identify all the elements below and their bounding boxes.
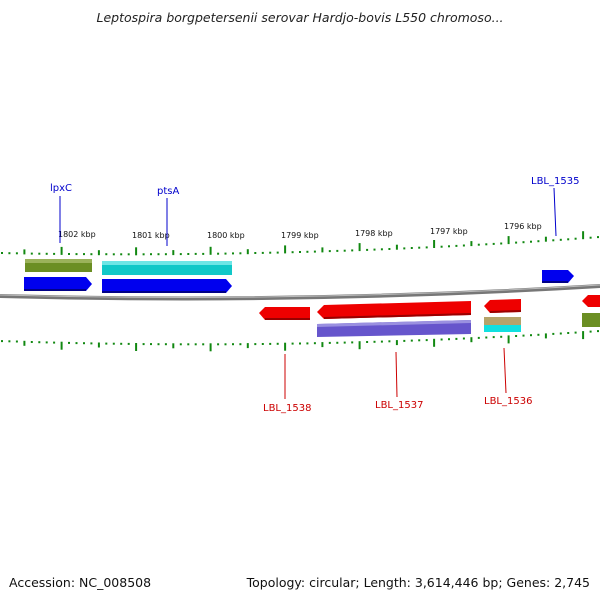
ruler-label-1797: 1797 kbp xyxy=(430,227,468,236)
gene-label-lbl1535[interactable]: LBL_1535 xyxy=(531,176,579,187)
ruler-ticks-top xyxy=(1,231,599,256)
go-feature-khaki[interactable] xyxy=(484,317,521,325)
ruler-label-1799: 1799 kbp xyxy=(281,231,319,240)
cds-arrow-lpxC[interactable] xyxy=(24,277,92,291)
cds-arrow-lbl1535[interactable] xyxy=(542,270,574,283)
ruler-label-1800: 1800 kbp xyxy=(207,231,245,240)
accession-text: Accession: NC_008508 xyxy=(9,575,152,590)
cds-arrow-lbl1538-shade xyxy=(265,318,310,320)
ruler-ticks-bottom xyxy=(1,330,599,352)
go-feature-purple-top xyxy=(317,320,471,327)
ruler-label-1798: 1798 kbp xyxy=(355,229,393,238)
cds-arrow-ptsA-shade xyxy=(102,291,226,293)
chromosome-title: Leptospira borgpetersenii serovar Hardjo… xyxy=(96,10,504,25)
connector-lbl1537 xyxy=(395,351,398,398)
go-feature-olive-edge[interactable] xyxy=(582,313,600,327)
topology-text: Topology: circular; Length: 3,614,446 bp… xyxy=(246,575,590,590)
label-connectors xyxy=(59,187,557,399)
ruler-label-1796: 1796 kbp xyxy=(504,222,542,231)
genome-backbone xyxy=(0,284,600,301)
gene-label-lbl1536[interactable]: LBL_1536 xyxy=(484,396,532,407)
cds-arrow-lbl1537-shade xyxy=(324,313,471,319)
gene-label-ptsA[interactable]: ptsA xyxy=(157,186,179,197)
forward-features xyxy=(24,259,574,293)
cds-arrow-lbl1536-shade xyxy=(490,310,521,313)
cds-arrow-lpxC-shade xyxy=(24,289,86,291)
genome-backbone-highlight xyxy=(0,284,600,298)
cds-arrow-lbl1535-shade xyxy=(542,281,568,283)
ruler-labels: 1802 kbp 1801 kbp 1800 kbp 1799 kbp 1798… xyxy=(58,222,542,240)
ruler-label-1802: 1802 kbp xyxy=(58,230,96,239)
go-feature-cyan-small[interactable] xyxy=(484,325,521,332)
connector-lbl1535 xyxy=(553,187,557,237)
go-feature-olive-top xyxy=(25,259,92,263)
cds-arrow-lbl1536[interactable] xyxy=(484,299,521,313)
gene-label-lpxC[interactable]: lpxC xyxy=(50,183,72,194)
gene-label-lbl1537[interactable]: LBL_1537 xyxy=(375,400,423,411)
gene-labels: lpxC ptsA LBL_1535 LBL_1538 LBL_1537 LBL… xyxy=(50,176,579,414)
cds-arrow-lbl1538[interactable] xyxy=(259,307,310,320)
cds-arrow-edge[interactable] xyxy=(582,295,600,307)
ruler-label-1801: 1801 kbp xyxy=(132,231,170,240)
gene-label-lbl1538[interactable]: LBL_1538 xyxy=(263,403,311,414)
cds-arrow-ptsA[interactable] xyxy=(102,279,232,293)
reverse-features xyxy=(259,295,600,337)
go-feature-cyan-top xyxy=(102,261,232,265)
connector-lbl1536 xyxy=(503,347,507,394)
